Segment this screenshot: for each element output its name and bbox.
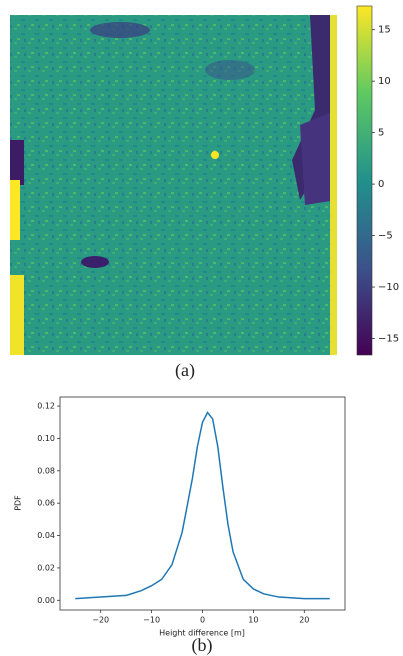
x-tick-label: −10: [143, 616, 160, 625]
y-tick-label: 0.12: [37, 402, 55, 411]
colorbar-tick-label: −10: [378, 282, 399, 293]
x-tick-label: 20: [299, 616, 309, 625]
y-tick-label: 0.06: [37, 499, 55, 508]
plot-frame: [59, 396, 346, 611]
colorbar-tick-label: 15: [378, 25, 391, 36]
caption: (b): [192, 635, 213, 656]
y-tick-label: 0.00: [37, 596, 55, 605]
x-tick-label: 0: [200, 616, 205, 625]
colorbar-tick-label: 10: [378, 76, 391, 87]
pdf-line: [75, 411, 330, 600]
y-axis-label: PDF: [14, 495, 23, 511]
y-tick-label: 0.02: [37, 563, 55, 572]
x-tick-label: −20: [92, 616, 109, 625]
y-tick-label: 0.10: [37, 434, 55, 443]
x-tick-label: 10: [248, 616, 258, 625]
colorbar-tick-label: 5: [378, 128, 384, 139]
colorbar-tick-label: −15: [378, 334, 399, 345]
caption: (a): [175, 360, 195, 381]
y-tick-label: 0.04: [37, 531, 55, 540]
x-axis-label: Height difference [m]: [159, 629, 245, 638]
y-tick-label: 0.08: [37, 466, 55, 475]
colorbar-tick-label: 0: [378, 179, 384, 190]
colorbar-tick-label: −5: [378, 231, 393, 242]
colorbar: [356, 5, 373, 356]
heatmap-image: [10, 15, 337, 355]
